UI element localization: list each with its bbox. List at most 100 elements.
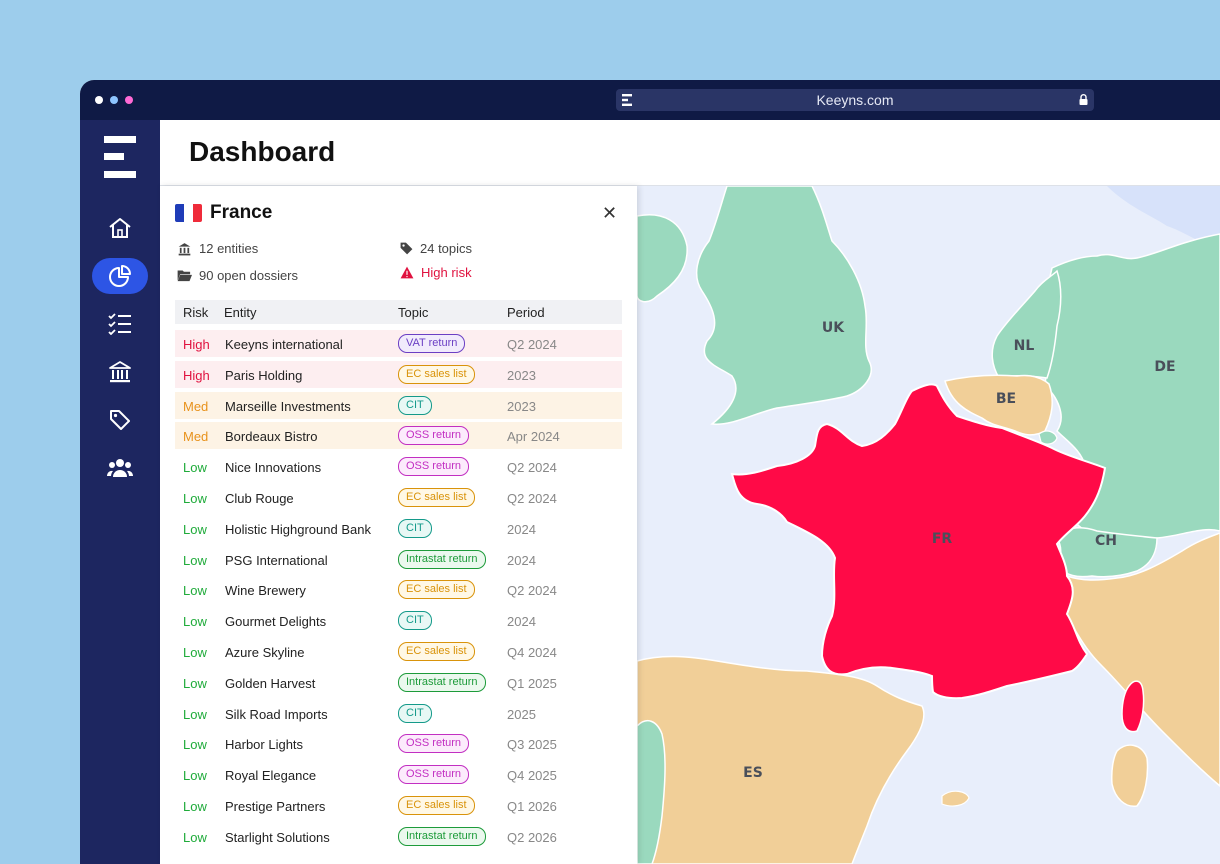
stat-dossiers-text: 90 open dossiers: [199, 268, 299, 283]
table-row[interactable]: Low Starlight Solutions Intrastat return Q2…: [175, 823, 622, 850]
entity-name[interactable]: Nice Innovations: [225, 460, 322, 476]
table-row[interactable]: Low Wine Brewery EC sales list Q2 2024: [175, 576, 622, 603]
entity-name[interactable]: Keeyns international: [225, 337, 343, 352]
entity-name[interactable]: Royal Elegance: [225, 768, 317, 784]
table-row[interactable]: High Keeyns international VAT return Q2 202…: [175, 330, 622, 357]
topic-badge[interactable]: Intrastat return: [398, 672, 486, 692]
column-entity[interactable]: Entity: [224, 305, 257, 320]
entity-name[interactable]: Harbor Lights: [225, 737, 304, 753]
map-region-netherlands[interactable]: [991, 269, 1062, 379]
column-topic[interactable]: Topic: [398, 305, 429, 320]
topic-badge[interactable]: EC sales list: [398, 488, 475, 507]
map-region-nordic[interactable]: [1107, 186, 1220, 251]
map-region-portugal[interactable]: [637, 719, 666, 864]
close-icon[interactable]: ✕: [602, 203, 618, 223]
users-icon: [107, 459, 133, 477]
topic-badge[interactable]: Intrastat return: [398, 826, 486, 846]
table-row[interactable]: Low Club Rouge EC sales list Q2 2024: [175, 484, 622, 511]
home-icon: [109, 218, 131, 238]
topic-badge[interactable]: CIT: [398, 703, 432, 723]
risk-level: Low: [183, 552, 207, 568]
column-period[interactable]: Period: [507, 305, 545, 320]
sidebar-item-home[interactable]: [92, 210, 148, 246]
table-row[interactable]: Med Marseille Investments CIT 2023: [175, 391, 622, 419]
topic-badge[interactable]: CIT: [398, 611, 432, 631]
entity-name[interactable]: Gourmet Delights: [225, 614, 327, 630]
table-row[interactable]: Low Golden Harvest Intrastat return Q1 2025: [175, 669, 622, 696]
sidebar-item-users[interactable]: [92, 450, 148, 486]
entity-name[interactable]: PSG International: [225, 552, 328, 568]
column-risk[interactable]: Risk: [183, 305, 209, 320]
table-row[interactable]: Low Azure Skyline EC sales list Q4 2024: [175, 638, 622, 665]
table-row[interactable]: Low Holistic Highground Bank CIT 2024: [175, 515, 622, 542]
map-region-france[interactable]: [730, 383, 1107, 700]
window-dot-maximize[interactable]: [125, 96, 133, 104]
period: Q4 2025: [507, 768, 557, 784]
lock-icon: [1079, 94, 1088, 105]
risk-level: Low: [183, 583, 207, 599]
window-dot-close[interactable]: [95, 96, 103, 104]
table-row[interactable]: Low PSG International Intrastat return 2024: [175, 546, 622, 573]
sidebar-item-entities[interactable]: [92, 354, 148, 390]
entity-name[interactable]: Golden Harvest: [225, 675, 316, 691]
period: Q2 2026: [507, 829, 557, 845]
table-row[interactable]: High Paris Holding EC sales list 2023: [175, 360, 622, 388]
topic-badge[interactable]: EC sales list: [398, 642, 475, 661]
map-region-luxembourg[interactable]: [1038, 430, 1058, 445]
risk-level: Low: [183, 829, 207, 845]
risk-level: High: [183, 337, 210, 352]
topic-badge[interactable]: OSS return: [398, 765, 470, 785]
entity-name[interactable]: Silk Road Imports: [225, 706, 328, 722]
topic-badge[interactable]: OSS return: [398, 457, 470, 477]
entity-name[interactable]: Wine Brewery: [225, 583, 306, 599]
entity-name[interactable]: Bordeaux Bistro: [225, 429, 318, 445]
bank-icon: [178, 242, 191, 255]
table-row[interactable]: Low Prestige Partners EC sales list Q1 2026: [175, 792, 622, 819]
map-region-ireland[interactable]: [637, 214, 688, 303]
table-row[interactable]: Med Bordeaux Bistro OSS return Apr 2024: [175, 422, 622, 450]
sidebar-item-topics[interactable]: [92, 402, 148, 438]
risk-level: Low: [183, 799, 207, 814]
entity-name[interactable]: Marseille Investments: [225, 398, 351, 414]
map-region-spain[interactable]: [637, 655, 925, 864]
risk-level: Low: [183, 737, 207, 753]
stat-topics-text: 24 topics: [420, 241, 473, 256]
browser-bar: Keeyns.com: [80, 80, 1220, 120]
sidebar-item-tasks[interactable]: [92, 306, 148, 342]
topic-badge[interactable]: EC sales list: [398, 364, 475, 384]
entity-name[interactable]: Club Rouge: [225, 491, 294, 506]
topic-badge[interactable]: EC sales list: [398, 580, 475, 600]
map-region-corsica[interactable]: [1121, 680, 1145, 733]
entity-name[interactable]: Paris Holding: [225, 367, 303, 383]
period: Q2 2024: [507, 491, 557, 506]
window-dot-minimize[interactable]: [110, 96, 118, 104]
topic-badge[interactable]: CIT: [398, 518, 432, 538]
table-row[interactable]: Low Gourmet Delights CIT 2024: [175, 607, 622, 634]
topic-badge[interactable]: EC sales list: [398, 796, 475, 815]
keeyns-logo-icon[interactable]: [104, 136, 136, 178]
table-row[interactable]: Low Silk Road Imports CIT 2025: [175, 700, 622, 727]
stat-entities-text: 12 entities: [199, 241, 259, 256]
period: 2024: [507, 614, 536, 630]
table-row[interactable]: Low Nice Innovations OSS return Q2 2024: [175, 453, 622, 480]
entity-name[interactable]: Holistic Highground Bank: [225, 521, 371, 537]
topic-badge[interactable]: OSS return: [398, 734, 470, 754]
map-region-sardinia[interactable]: [1111, 744, 1149, 807]
topic-badge[interactable]: Intrastat return: [398, 549, 486, 569]
address-bar[interactable]: Keeyns.com: [616, 89, 1094, 111]
map-region-balearic[interactable]: [941, 790, 970, 807]
stat-entities: 12 entities: [177, 241, 258, 256]
table-row[interactable]: Low Royal Elegance OSS return Q4 2025: [175, 761, 622, 788]
topic-badge[interactable]: OSS return: [398, 426, 470, 446]
entity-name[interactable]: Prestige Partners: [225, 799, 326, 814]
topic-badge[interactable]: VAT return: [398, 334, 466, 353]
europe-map[interactable]: UK NL DE BE FR CH ES: [637, 186, 1220, 864]
tag-icon: [110, 410, 130, 430]
entity-name[interactable]: Starlight Solutions: [225, 829, 330, 845]
table-row[interactable]: Low Harbor Lights OSS return Q3 2025: [175, 730, 622, 757]
tag-icon: [400, 242, 413, 255]
map-region-uk[interactable]: [695, 186, 872, 425]
topic-badge[interactable]: CIT: [398, 395, 432, 415]
sidebar-item-analytics[interactable]: [92, 258, 148, 294]
entity-name[interactable]: Azure Skyline: [225, 645, 305, 660]
